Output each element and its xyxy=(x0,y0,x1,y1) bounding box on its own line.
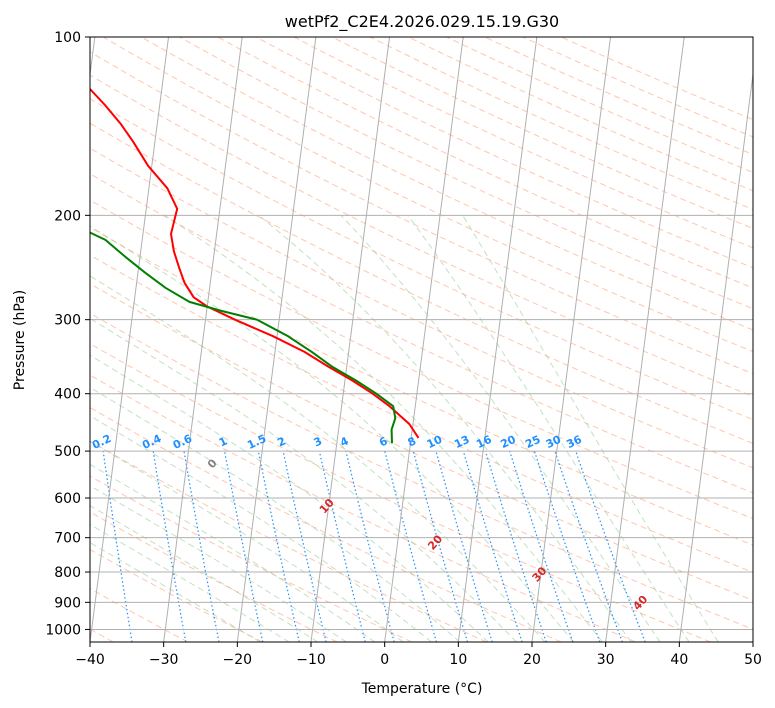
isotherm-line xyxy=(678,70,753,642)
y-tick-label: 100 xyxy=(54,30,81,46)
y-tick-label: 800 xyxy=(54,565,81,581)
mixing-ratio-line xyxy=(318,450,366,642)
y-tick-label: 300 xyxy=(54,313,81,329)
y-tick-label: 1000 xyxy=(45,622,81,638)
dry-adiabat-line xyxy=(90,173,753,494)
dry-adiabat-line xyxy=(90,98,753,421)
y-tick-label: 400 xyxy=(54,387,81,403)
x-tick-label: 20 xyxy=(523,652,541,668)
moist-adiabats xyxy=(90,214,719,642)
dry-adiabat-line xyxy=(90,122,753,444)
dry-adiabat-line xyxy=(90,254,753,573)
y-tick-label: 500 xyxy=(54,444,81,460)
dry-adiabat-line xyxy=(90,548,263,642)
mixing-ratio-line xyxy=(384,450,437,642)
x-axis-label: Temperature (°C) xyxy=(361,681,483,697)
dry-adiabat-line xyxy=(90,440,487,642)
moist-adiabat-line xyxy=(90,440,404,642)
moist-adiabat-line xyxy=(90,523,290,642)
dry-adiabat-line xyxy=(90,199,753,520)
x-tick-label: 50 xyxy=(744,652,762,668)
isotherm-line xyxy=(90,37,170,642)
temperature-profile-line xyxy=(90,87,420,439)
x-tick-label: −10 xyxy=(296,652,326,668)
y-tick-label: 600 xyxy=(54,491,81,507)
x-tick-label: −30 xyxy=(149,652,179,668)
isotherm-line xyxy=(384,37,464,642)
dry-adiabat-line xyxy=(90,312,753,630)
mixing-ratio-label: 20 xyxy=(499,433,519,451)
mixing-ratio-line xyxy=(282,450,327,642)
moist-adiabat-line xyxy=(90,541,261,642)
moist-adiabat-line xyxy=(340,214,661,642)
mixing-ratio-line xyxy=(462,450,523,642)
moist-adiabat-line xyxy=(90,317,517,642)
dry-adiabat-line xyxy=(102,37,753,353)
y-tick-label: 900 xyxy=(54,595,81,611)
isotherm-line xyxy=(531,37,612,642)
mixing-ratio-line xyxy=(554,450,623,642)
dry-adiabat-line xyxy=(90,283,753,601)
dewpoint-profile-line xyxy=(90,231,397,444)
sounding-series xyxy=(90,87,420,444)
moist-adiabat-line xyxy=(90,275,546,642)
isotherm-line xyxy=(310,37,391,642)
dry-adiabat-line xyxy=(90,406,562,642)
dry-adiabat-line xyxy=(179,37,753,310)
mixing-ratio-line xyxy=(412,450,469,642)
mixing-ratio-line xyxy=(484,450,547,642)
moist-adiabat-line xyxy=(90,415,432,642)
mixing-ratio-line xyxy=(435,450,493,642)
mixing-ratio-line xyxy=(224,450,264,642)
chart-title: wetPf2_C2E4.2026.029.15.19.G30 xyxy=(285,12,559,32)
mixing-ratio-line xyxy=(257,450,300,642)
mixing-ratio-label: 10 xyxy=(425,433,445,451)
moist-adiabat-line xyxy=(164,214,603,642)
isotherm-line xyxy=(457,37,538,642)
mixing-ratio-label: 13 xyxy=(452,433,471,451)
y-axis-label: Pressure (hPa) xyxy=(12,290,28,390)
isotherm-line xyxy=(605,37,685,642)
moist-adiabat-line xyxy=(407,215,690,642)
dry-adiabat-line xyxy=(217,37,753,289)
isotherm-line xyxy=(163,37,243,642)
y-axis: 100 200 300 400 500 600 700 800 900 1000 xyxy=(45,30,90,638)
dry-adiabat-line xyxy=(90,511,338,642)
mixing-ratio-label: 36 xyxy=(565,433,585,451)
mixing-ratio-line xyxy=(575,450,646,642)
mixing-ratio-line xyxy=(509,450,574,642)
mixing-ratio-line xyxy=(533,450,601,642)
y-tick-label: 200 xyxy=(54,208,81,224)
x-tick-label: 0 xyxy=(380,652,389,668)
dry-adiabat-line xyxy=(90,226,753,546)
mixing-ratio-label: 25 xyxy=(523,433,542,451)
moist-adiabat-line xyxy=(90,463,376,642)
moist-adiabat-line xyxy=(258,214,632,642)
moist-adiabat-line xyxy=(90,505,319,642)
x-tick-label: 40 xyxy=(670,652,688,668)
moist-adiabat-line xyxy=(90,485,347,642)
x-tick-label: −20 xyxy=(223,652,253,668)
plot-area: 0.10.20.40.611.52346810131620253036-100-… xyxy=(90,37,753,642)
moist-adiabat-line xyxy=(90,354,489,642)
dry-adiabat-line xyxy=(90,343,711,642)
mixing-ratio-label: 30 xyxy=(544,433,564,451)
mixing-ratio-label: 16 xyxy=(474,433,494,451)
y-tick-label: 700 xyxy=(54,531,81,547)
x-tick-label: −40 xyxy=(75,652,105,668)
plot-frame xyxy=(89,36,754,643)
isotherm-line xyxy=(236,37,317,642)
x-axis: −40 −30 −20 −10 0 10 20 30 40 50 xyxy=(75,642,762,668)
x-tick-label: 30 xyxy=(597,652,615,668)
moist-adiabat-line xyxy=(462,215,719,642)
x-tick-label: 10 xyxy=(449,652,467,668)
moist-adiabat-line xyxy=(90,225,574,642)
grid-lines xyxy=(90,37,753,642)
dry-adiabat-line xyxy=(90,51,753,375)
